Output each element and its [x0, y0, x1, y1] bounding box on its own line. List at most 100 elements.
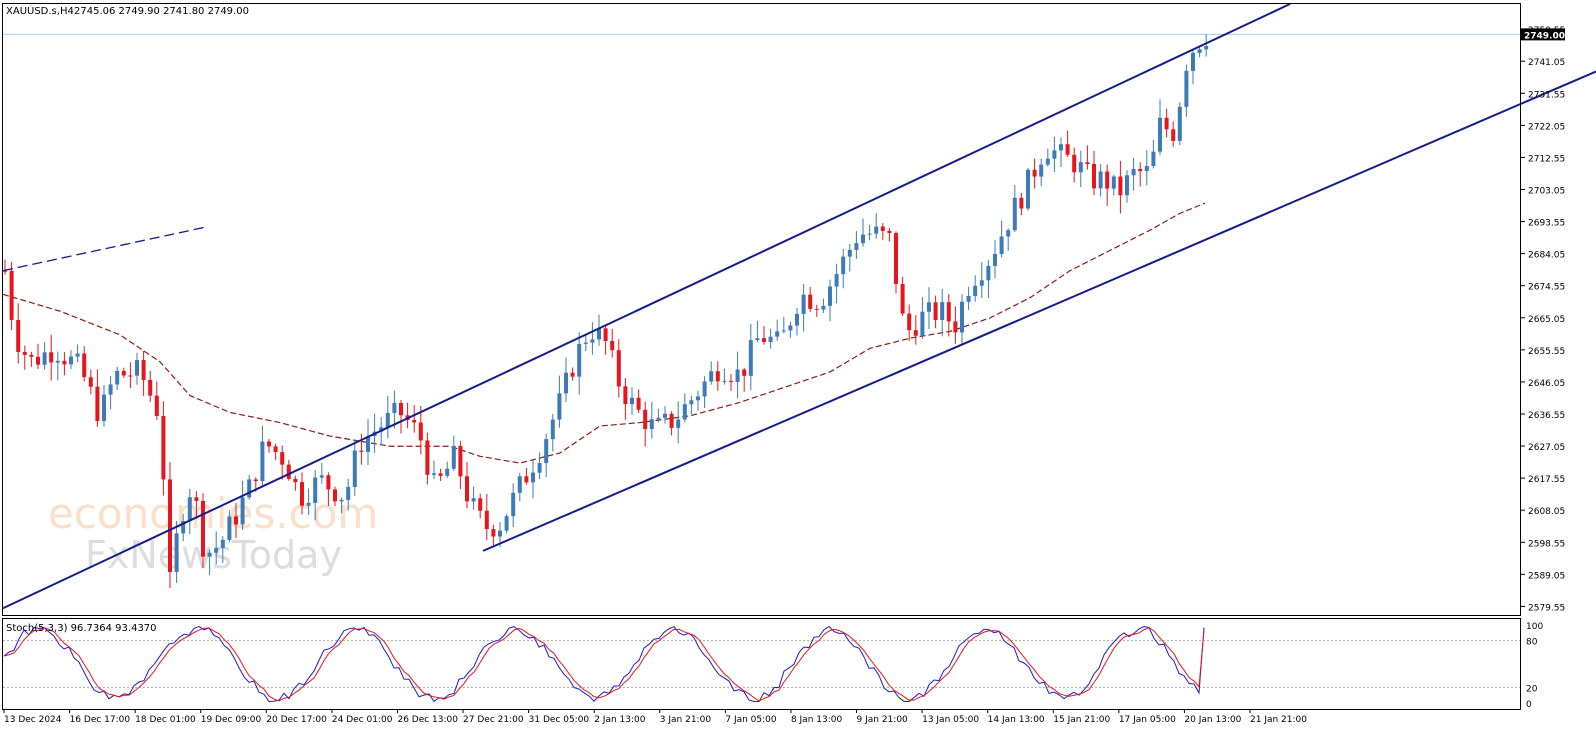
candle-bull [979, 280, 984, 286]
y-tick-label: 2674.55 [1528, 283, 1565, 293]
candle-bull [1125, 175, 1129, 196]
candle-bull [1131, 168, 1136, 176]
candle-bull [689, 400, 694, 405]
candle-bear [95, 386, 100, 422]
candle-bear [643, 409, 648, 430]
candle-bear [418, 422, 423, 441]
x-tick-label: 13 Dec 2024 [4, 715, 62, 725]
candle-bull [966, 295, 971, 302]
candle-bull [187, 497, 192, 521]
candle-bull [346, 486, 351, 500]
candle-bull [735, 369, 740, 382]
candle-bear [478, 498, 483, 511]
candle-bull [656, 417, 661, 420]
candle-bear [359, 450, 364, 452]
candle-bear [715, 371, 720, 382]
candle-bear [3, 270, 7, 272]
x-tick-label: 8 Jan 13:00 [791, 715, 843, 725]
candle-bull [1191, 52, 1195, 71]
x-tick-label: 15 Jan 21:00 [1053, 715, 1110, 725]
candle-bull [874, 226, 879, 234]
y-tick-label: 2684.05 [1528, 251, 1565, 261]
y-tick-label: 2741.05 [1528, 58, 1565, 68]
candle-bull [498, 530, 502, 537]
candle-bear [1118, 176, 1123, 196]
candle-bull [841, 256, 846, 275]
candle-bear [814, 308, 819, 310]
candle-bear [762, 338, 766, 342]
candle-bear [121, 370, 126, 376]
stoch-level-label: 0 [1526, 700, 1532, 710]
candle-bull [207, 552, 212, 557]
candle-bear [128, 375, 133, 377]
candle-bull [55, 360, 60, 363]
x-tick-label: 26 Dec 13:00 [397, 715, 458, 725]
candle-bull [445, 468, 450, 476]
candle-bull [471, 498, 476, 502]
watermark-fxnewstoday: FxNewsToday [85, 533, 342, 577]
candle-bear [1065, 144, 1070, 155]
candle-bull [847, 249, 852, 257]
candle-bull [1197, 49, 1202, 53]
candle-bull [1006, 230, 1011, 237]
candle-bear [669, 413, 674, 428]
candle-bear [273, 446, 278, 453]
candle-bull [260, 441, 265, 482]
candle-bull [781, 330, 786, 332]
candle-bull [544, 439, 549, 464]
main-pane-frame [2, 3, 1521, 616]
candle-bear [913, 330, 918, 336]
candle-bear [1164, 117, 1169, 130]
y-tick-label: 2636.55 [1528, 411, 1565, 421]
candle-bull [702, 381, 707, 397]
candle-bull [676, 419, 681, 428]
candle-bear [333, 489, 337, 502]
y-tick-label: 2608.05 [1528, 507, 1565, 517]
candle-bear [300, 482, 304, 506]
channel-lower-line[interactable] [482, 70, 1596, 552]
candle-bear [524, 476, 529, 483]
candle-bear [616, 350, 621, 387]
y-tick-label: 2665.05 [1528, 315, 1565, 325]
candle-bull [102, 394, 106, 422]
candle-bull [115, 370, 120, 385]
candle-bull [755, 338, 760, 341]
candle-bear [16, 319, 21, 352]
candle-bull [1177, 106, 1182, 141]
candle-bear [1171, 129, 1176, 141]
candle-bull [828, 286, 832, 306]
x-tick-label: 24 Dec 01:00 [332, 715, 393, 725]
candle-bull [577, 343, 582, 377]
candle-bull [1144, 166, 1149, 172]
watermark-economies: economies.com [48, 489, 378, 538]
candle-bear [1072, 154, 1077, 173]
oscillator-pane-frame [2, 618, 1521, 710]
candle-bull [775, 331, 780, 337]
candle-bull [682, 404, 687, 420]
candle-bear [326, 475, 331, 490]
y-tick-label: 2693.55 [1528, 219, 1565, 229]
candle-bull [986, 265, 991, 281]
candle-bull [392, 403, 397, 413]
candle-bull [709, 371, 714, 382]
candle-bull [432, 473, 436, 475]
channel-upper-line[interactable] [2, 3, 1291, 610]
candle-bull [181, 520, 186, 534]
candle-bear [1032, 169, 1037, 177]
candle-bull [867, 233, 872, 235]
x-tick-label: 21 Jan 21:00 [1250, 715, 1307, 725]
candle-bull [861, 234, 865, 244]
candle-bear [62, 360, 67, 365]
candle-bull [768, 336, 773, 342]
candle-bull [306, 502, 311, 506]
candle-bear [425, 440, 430, 475]
candle-bull [550, 419, 555, 440]
dashed-trendline[interactable] [2, 226, 208, 272]
x-tick-label: 9 Jan 21:00 [857, 715, 909, 725]
candle-bull [69, 356, 73, 365]
candle-bear [933, 302, 938, 320]
candle-bull [227, 516, 232, 540]
candle-bear [194, 497, 199, 501]
y-tick-label: 2703.05 [1528, 186, 1565, 196]
